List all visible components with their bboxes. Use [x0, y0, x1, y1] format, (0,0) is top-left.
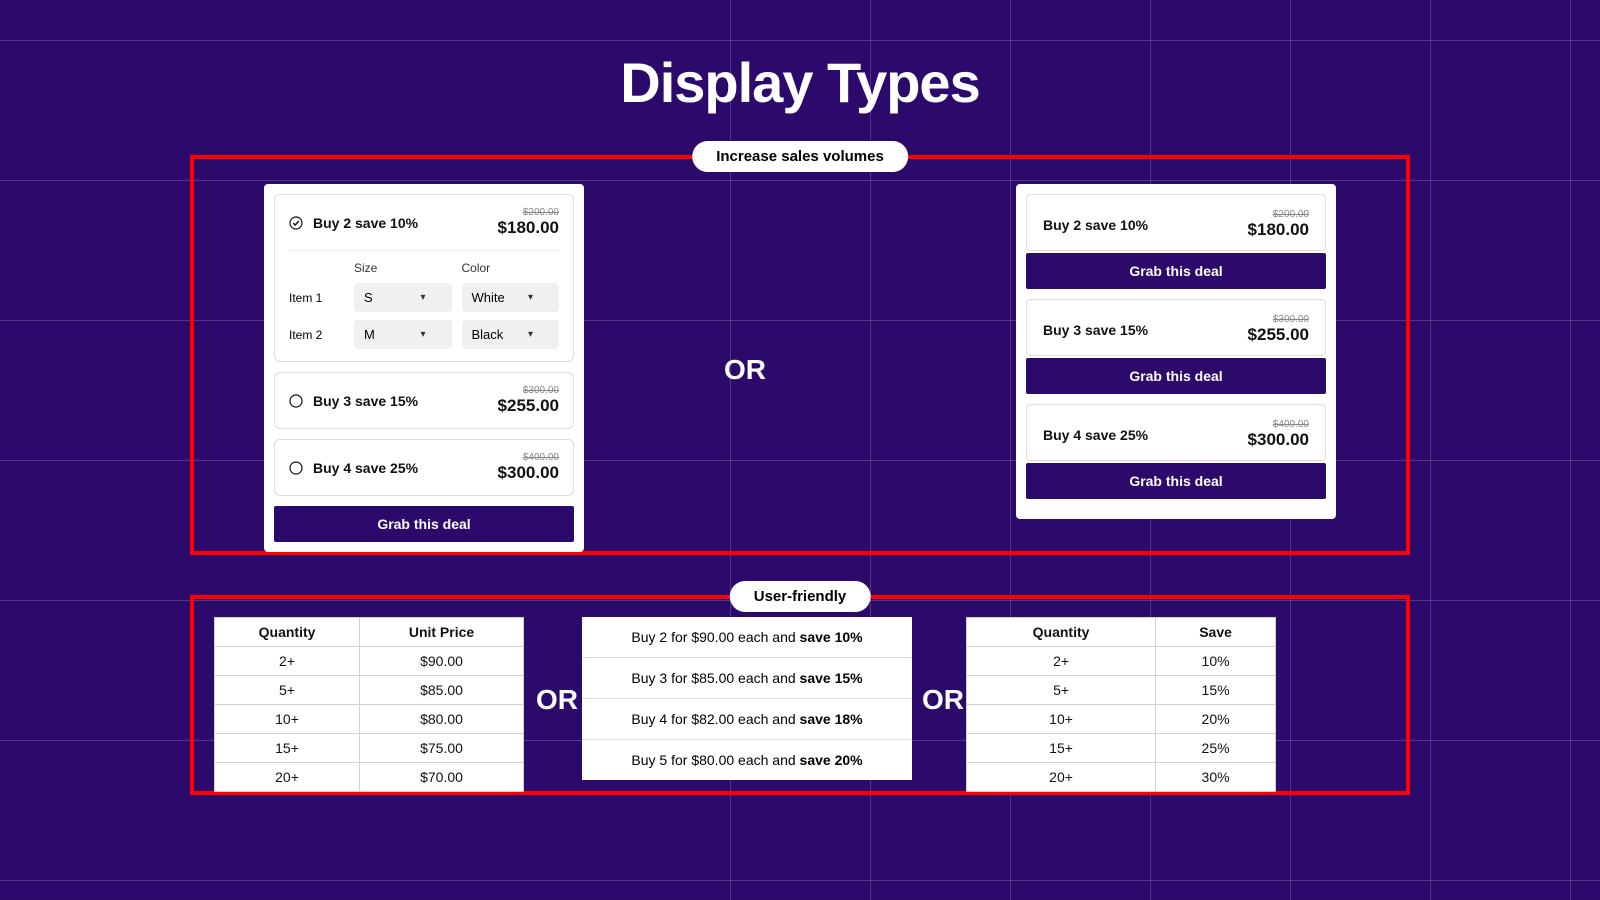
variant-header-color: Color: [462, 261, 560, 275]
chevron-down-icon: ▾: [420, 329, 425, 340]
table-header: Quantity: [967, 618, 1156, 647]
offer-option[interactable]: Buy 3 save 15% $300.00 $255.00: [274, 372, 574, 429]
table-cell: 2+: [967, 647, 1156, 676]
table-cell: 10+: [967, 705, 1156, 734]
section-user-friendly: User-friendly QuantityUnit Price2+$90.00…: [190, 595, 1410, 795]
table-cell: $75.00: [360, 734, 524, 763]
table-cell: 5+: [967, 676, 1156, 705]
discount-sentence: Buy 4 for $82.00 each and save 18%: [582, 698, 912, 739]
offer-label: Buy 3 save 15%: [313, 393, 418, 409]
color-select[interactable]: Black▾: [462, 320, 560, 349]
section-increase-sales: Increase sales volumes Buy 2 save 10% $2…: [190, 155, 1410, 555]
chevron-down-icon: ▾: [528, 329, 533, 340]
table-cell: 15+: [967, 734, 1156, 763]
grid-line: [0, 880, 1600, 881]
table-cell: 5+: [215, 676, 360, 705]
offer-option[interactable]: Buy 2 save 10% $200.00 $180.00 Size Colo…: [274, 194, 574, 362]
offer-option: Buy 2 save 10% $200.00 $180.00: [1026, 194, 1326, 251]
table-row: 15+$75.00: [215, 734, 524, 763]
discount-sentence: Buy 3 for $85.00 each and save 15%: [582, 657, 912, 698]
quantity-price-table: QuantityUnit Price2+$90.005+$85.0010+$80…: [214, 617, 524, 792]
color-select[interactable]: White▾: [462, 283, 560, 312]
offer-price: $300.00: [1248, 430, 1309, 450]
table-cell: 10%: [1156, 647, 1276, 676]
chevron-down-icon: ▾: [528, 292, 533, 303]
table-cell: 20+: [967, 763, 1156, 792]
table-header: Save: [1156, 618, 1276, 647]
table-cell: 20+: [215, 763, 360, 792]
size-select[interactable]: S▾: [354, 283, 452, 312]
table-row: 2+$90.00: [215, 647, 524, 676]
discount-sentence-list: Buy 2 for $90.00 each and save 10%Buy 3 …: [582, 617, 912, 780]
grid-line: [1430, 0, 1431, 900]
discount-sentence: Buy 2 for $90.00 each and save 10%: [582, 617, 912, 657]
radio-unchecked-icon: [289, 461, 303, 475]
or-separator: OR: [724, 354, 766, 386]
table-cell: 30%: [1156, 763, 1276, 792]
table-row: 5+$85.00: [215, 676, 524, 705]
table-row: 2+10%: [967, 647, 1276, 676]
table-cell: 25%: [1156, 734, 1276, 763]
table-cell: 2+: [215, 647, 360, 676]
grab-deal-button[interactable]: Grab this deal: [1026, 358, 1326, 394]
table-row: 20+$70.00: [215, 763, 524, 792]
or-separator: OR: [922, 684, 964, 716]
offer-old-price: $300.00: [498, 385, 559, 396]
offer-old-price: $300.00: [1248, 314, 1309, 325]
grid-line: [0, 40, 1600, 41]
offer-card-variant-selector: Buy 2 save 10% $200.00 $180.00 Size Colo…: [264, 184, 584, 552]
section-pill: Increase sales volumes: [692, 141, 908, 172]
offer-label: Buy 4 save 25%: [1043, 427, 1148, 443]
grab-deal-button[interactable]: Grab this deal: [274, 506, 574, 542]
table-row: 10+$80.00: [215, 705, 524, 734]
or-separator: OR: [536, 684, 578, 716]
variant-header-size: Size: [354, 261, 452, 275]
chevron-down-icon: ▾: [420, 292, 425, 303]
offer-option: Buy 4 save 25% $400.00 $300.00: [1026, 404, 1326, 461]
size-select[interactable]: M▾: [354, 320, 452, 349]
grab-deal-button[interactable]: Grab this deal: [1026, 463, 1326, 499]
item-label: Item 1: [289, 291, 344, 305]
quantity-save-table: QuantitySave2+10%5+15%10+20%15+25%20+30%: [966, 617, 1276, 792]
grid-line: [1570, 0, 1571, 900]
offer-old-price: $400.00: [498, 452, 559, 463]
offer-card-buttons: Buy 2 save 10% $200.00 $180.00 Grab this…: [1016, 184, 1336, 519]
table-row: 10+20%: [967, 705, 1276, 734]
offer-label: Buy 4 save 25%: [313, 460, 418, 476]
table-cell: 15+: [215, 734, 360, 763]
offer-price: $255.00: [1248, 325, 1309, 345]
table-row: 20+30%: [967, 763, 1276, 792]
table-header: Quantity: [215, 618, 360, 647]
table-cell: $80.00: [360, 705, 524, 734]
table-row: 5+15%: [967, 676, 1276, 705]
table-cell: $85.00: [360, 676, 524, 705]
item-label: Item 2: [289, 328, 344, 342]
offer-old-price: $200.00: [1248, 209, 1309, 220]
offer-option: Buy 3 save 15% $300.00 $255.00: [1026, 299, 1326, 356]
offer-label: Buy 2 save 10%: [1043, 217, 1148, 233]
table-cell: $70.00: [360, 763, 524, 792]
table-cell: 20%: [1156, 705, 1276, 734]
offer-price: $300.00: [498, 463, 559, 483]
grab-deal-button[interactable]: Grab this deal: [1026, 253, 1326, 289]
table-cell: 15%: [1156, 676, 1276, 705]
section-pill: User-friendly: [730, 581, 871, 612]
discount-sentence: Buy 5 for $80.00 each and save 20%: [582, 739, 912, 780]
page-title: Display Types: [0, 0, 1600, 125]
offer-price: $180.00: [1248, 220, 1309, 240]
offer-price: $255.00: [498, 396, 559, 416]
variant-grid: Size Color Item 1 S▾ White▾ Item 2 M▾ Bl…: [289, 250, 559, 349]
table-cell: 10+: [215, 705, 360, 734]
offer-old-price: $200.00: [498, 207, 559, 218]
radio-checked-icon: [289, 216, 303, 230]
table-row: 15+25%: [967, 734, 1276, 763]
table-cell: $90.00: [360, 647, 524, 676]
offer-label: Buy 2 save 10%: [313, 215, 418, 231]
offer-old-price: $400.00: [1248, 419, 1309, 430]
table-header: Unit Price: [360, 618, 524, 647]
offer-option[interactable]: Buy 4 save 25% $400.00 $300.00: [274, 439, 574, 496]
offer-price: $180.00: [498, 218, 559, 238]
offer-label: Buy 3 save 15%: [1043, 322, 1148, 338]
radio-unchecked-icon: [289, 394, 303, 408]
